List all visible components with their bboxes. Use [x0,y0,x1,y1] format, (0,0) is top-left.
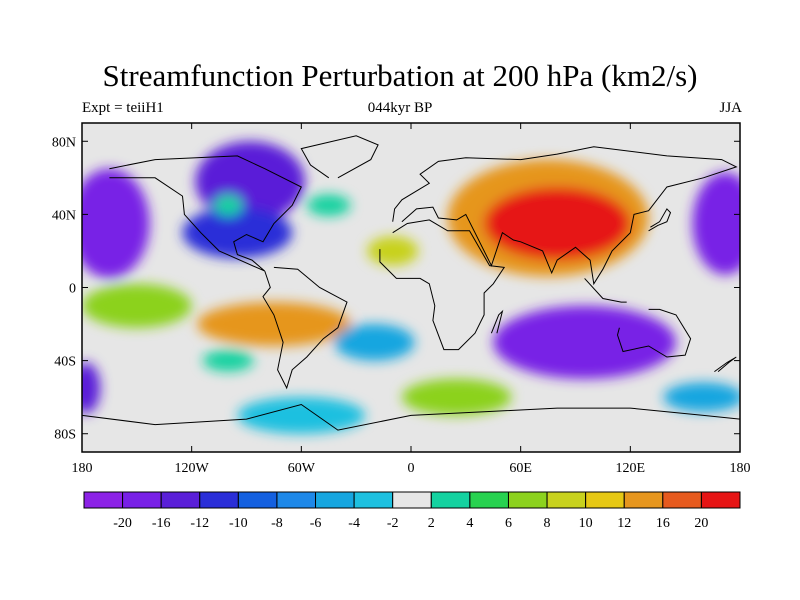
contour-region [237,397,366,434]
colorbar-swatch [199,491,239,509]
latitude-axis: 80N 40N 0 40S 80S [52,135,740,443]
colorbar-swatch [662,491,702,509]
colorbar-swatch [315,491,355,509]
colorbar-swatch [430,491,471,509]
colorbar-label: 16 [656,516,670,531]
contour-region [82,168,150,279]
contour-region [367,236,419,266]
coastlines [82,135,740,431]
colorbar-label: 10 [579,516,593,531]
colorbar-swatch [507,491,548,509]
lat-tick-label: 80S [54,428,76,443]
time-label: 044kyr BP [367,100,433,116]
colorbar-swatch [469,491,509,509]
coastline [392,146,738,286]
contour-region [493,305,677,379]
colorbar-swatch [623,491,664,509]
colorbar-swatch [83,491,124,509]
season-label: JJA [719,100,742,116]
contour-region [82,283,192,328]
lon-tick-label: 60E [509,461,532,476]
contour-region [663,382,740,412]
coastline [714,356,737,373]
coastline [584,278,627,303]
colorbar-label: 12 [617,516,631,531]
lon-tick-label: 60W [288,461,316,476]
coastline [379,219,506,351]
colorbar-label: 6 [505,516,512,531]
coastline [82,403,740,431]
colorbar-label: 4 [466,516,473,531]
coastline [300,135,379,179]
colorbar-label: 8 [544,516,551,531]
coastline [262,266,348,390]
chart-title: Streamfunction Perturbation at 200 hPa (… [102,58,698,93]
colorbar-swatch [122,491,162,509]
lat-tick-label: 40S [54,355,76,370]
colorbar-label: 2 [428,516,435,531]
colorbar-swatch [276,491,317,509]
lon-tick-label: 120E [616,461,646,476]
colorbar-swatch [392,491,432,509]
contour-region [306,194,351,217]
contour-region [213,194,243,217]
colorbar-label: 20 [694,516,708,531]
contour-region [182,207,293,259]
contour-region [202,349,254,372]
lon-tick-label: 0 [408,461,415,476]
colorbar-label: -6 [310,516,322,531]
colorbar-label: -8 [271,516,283,531]
lat-tick-label: 40N [52,208,76,223]
lat-tick-label: 0 [69,282,76,297]
colorbar-swatch [585,491,625,509]
contour-region [334,324,415,361]
contour-region [692,172,740,275]
contour-region [484,186,631,261]
lon-tick-label: 120W [175,461,210,476]
coastline [490,309,504,334]
colorbar-label: -4 [348,516,360,531]
map-field [82,123,740,452]
colorbar-swatch [237,491,278,509]
contour-region [401,378,512,416]
colorbar-swatch [546,491,587,509]
colorbar-swatch [353,491,394,509]
lon-tick-label: 180 [730,461,751,476]
coastline [648,208,672,232]
colorbar-label: -10 [229,516,248,531]
experiment-label: Expt = teiiH1 [82,100,164,116]
contour-region [82,362,101,414]
lat-tick-label: 80N [52,135,76,150]
contour-region [197,302,351,346]
colorbar-swatch [160,491,201,509]
colorbar-label: -12 [190,516,209,531]
colorbar-swatch [700,491,741,509]
coastline [109,155,302,272]
colorbar-label: -16 [152,516,171,531]
longitude-axis: 180 120W 60W 0 60E 120E 180 [72,123,751,476]
coastline [616,308,692,358]
colorbar-label: -2 [387,516,399,531]
colorbar: -20 -16 -12 -10 -8 -6 -4 -2 2 4 6 8 10 12 16 20 [83,491,741,531]
colorbar-label: -20 [113,516,132,531]
lon-tick-label: 180 [72,461,93,476]
